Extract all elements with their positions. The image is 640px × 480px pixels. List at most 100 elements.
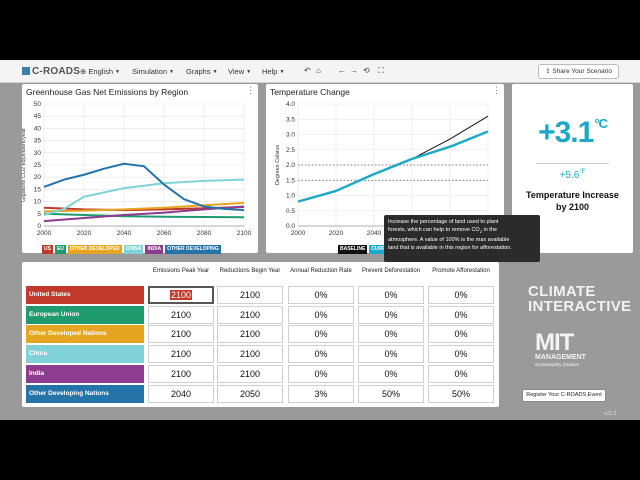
mit-sloan-logo[interactable]: MIT MANAGEMENT Sustainability Initiative [535,329,586,368]
graphs-menu[interactable]: Graphs ▼ [186,67,218,76]
cell-value: 2100 [169,290,193,300]
input-cell[interactable]: 0% [428,305,494,324]
menu-label: English [88,67,113,76]
input-cell[interactable]: 2100 [148,325,214,344]
tooltip-text: in the [481,227,497,233]
reload-icon[interactable]: ⟲ [363,66,370,75]
series-line-other-developed [43,201,245,213]
mit-text: MIT [535,329,574,356]
y-axis-label: Degrees Celsius [275,145,281,186]
input-cell[interactable]: 0% [288,305,354,324]
version-label: v22.3 [604,411,617,417]
input-cell[interactable]: 0% [428,364,494,383]
logo-icon [22,67,30,75]
menu-label: Simulation [132,67,168,76]
climate-interactive-logo[interactable]: CLIMATE INTERACTIVE [528,284,631,314]
input-cell[interactable]: 3% [288,384,354,403]
cell-value: 2100 [170,329,192,340]
cell-value: 2100 [239,309,261,320]
input-cell[interactable]: 50% [358,384,424,403]
legend-other-developing[interactable]: OTHER DEVELOPING [165,245,221,254]
legend-other-developed[interactable]: OTHER DEVELOPED [67,245,122,254]
x-tick-label: 2080 [197,230,212,237]
cell-value: 2100 [170,309,192,320]
input-cell[interactable]: 2100 [148,305,214,324]
cell-value: 0% [454,349,468,360]
input-cell[interactable]: 2100 [217,345,283,364]
input-cell[interactable]: 0% [358,286,424,304]
y-tick-label: 1.5 [286,177,295,184]
y-tick-label: 3.0 [286,132,295,139]
home-icon[interactable]: ⌂ [316,66,321,75]
emissions-chart: 0 5 10 15 20 25 30 35 40 45 50 2000 2020 2040 2060 2080… [22,101,252,237]
input-cell[interactable]: 0% [358,345,424,364]
emissions-legend: US EU OTHER DEVELOPED CHINA INDIA OTHER DEVEL… [42,237,223,254]
input-cell[interactable]: 0% [428,325,494,344]
series-line-china [43,178,245,216]
more-options-icon[interactable]: ⋮ [492,85,501,95]
input-cell[interactable]: 0% [288,286,354,304]
input-cell[interactable]: 0% [288,345,354,364]
c-roads-logo[interactable]: C-ROADS [22,66,80,77]
input-cell[interactable]: 0% [288,325,354,344]
fullscreen-icon[interactable]: ⛶ [378,66,384,75]
legend-eu[interactable]: EU [54,245,66,254]
tooltip-subscript: 2 [479,229,482,235]
help-menu[interactable]: Help ▼ [262,67,284,76]
legend-current[interactable]: CURRENT [369,245,398,254]
x-tick-label: 2020 [77,230,92,237]
input-cell[interactable]: 50% [428,384,494,403]
legend-baseline[interactable]: BASELINE [338,245,368,254]
ci-line2: INTERACTIVE [528,298,632,315]
chevron-down-icon: ▼ [115,69,120,75]
back-icon[interactable]: ← [338,66,346,75]
y-tick-label: 30 [34,150,42,157]
input-cell[interactable]: 2100 [217,325,283,344]
tooltip-text: forests, which can help to remove CO [388,227,480,233]
y-tick-label: 5 [37,211,41,218]
series-line-current [297,130,489,203]
share-scenario-button[interactable]: ⇪ Share Your Scenario [538,64,619,79]
input-cell[interactable]: 2100 [148,286,214,304]
logo-text: C-ROADS [32,66,81,77]
input-cell[interactable]: 2050 [217,384,283,403]
series-line-baseline [297,115,489,203]
cell-value: 2100 [239,349,261,360]
divider [536,163,609,164]
chevron-down-icon: ▼ [169,69,174,75]
input-cell[interactable]: 2100 [148,364,214,383]
legend-china[interactable]: CHINA [123,245,144,254]
undo-icon[interactable]: ↶ [304,66,311,75]
cell-value: 0% [384,309,398,320]
input-cell[interactable]: 0% [288,364,354,383]
input-cell[interactable]: 0% [358,325,424,344]
y-tick-label: 15 [34,186,42,193]
more-options-icon[interactable]: ⋮ [246,85,255,95]
temp-c-number: +3.1 [538,116,594,149]
language-menu[interactable]: ⊕ English ▼ [80,67,120,76]
register-event-button[interactable]: Register Your C-ROADS Event [522,389,606,402]
input-cell[interactable]: 0% [358,305,424,324]
legend-us[interactable]: US [42,245,53,254]
input-cell[interactable]: 2100 [217,286,283,304]
c-roads-app: C-ROADS ⊕ English ▼ Simulation ▼ Graphs ▼ V… [0,60,640,420]
series-line-other-developing [43,162,245,212]
emissions-chart-panel: Greenhouse Gas Net Emissions by Region ⋮… [22,84,258,254]
y-tick-label: 2.0 [286,162,295,169]
x-tick-label: 2040 [117,230,132,237]
simulation-menu[interactable]: Simulation ▼ [132,67,174,76]
input-cell[interactable]: 0% [428,286,494,304]
legend-india[interactable]: INDIA [145,245,164,254]
input-cell[interactable]: 0% [358,364,424,383]
policy-table: Emissions Peak Year Reductions Begin Yea… [22,262,499,407]
input-cell[interactable]: 0% [428,345,494,364]
input-cell[interactable]: 2100 [217,364,283,383]
cell-value: 0% [314,368,328,379]
input-cell[interactable]: 2100 [148,345,214,364]
input-cell[interactable]: 2040 [148,384,214,403]
input-cell[interactable]: 2100 [217,305,283,324]
header-promote-afforestation: Promote Afforestation [432,268,490,274]
top-bar: C-ROADS ⊕ English ▼ Simulation ▼ Graphs ▼ V… [0,60,640,83]
forward-icon[interactable]: → [350,66,358,75]
view-menu[interactable]: View ▼ [228,67,251,76]
